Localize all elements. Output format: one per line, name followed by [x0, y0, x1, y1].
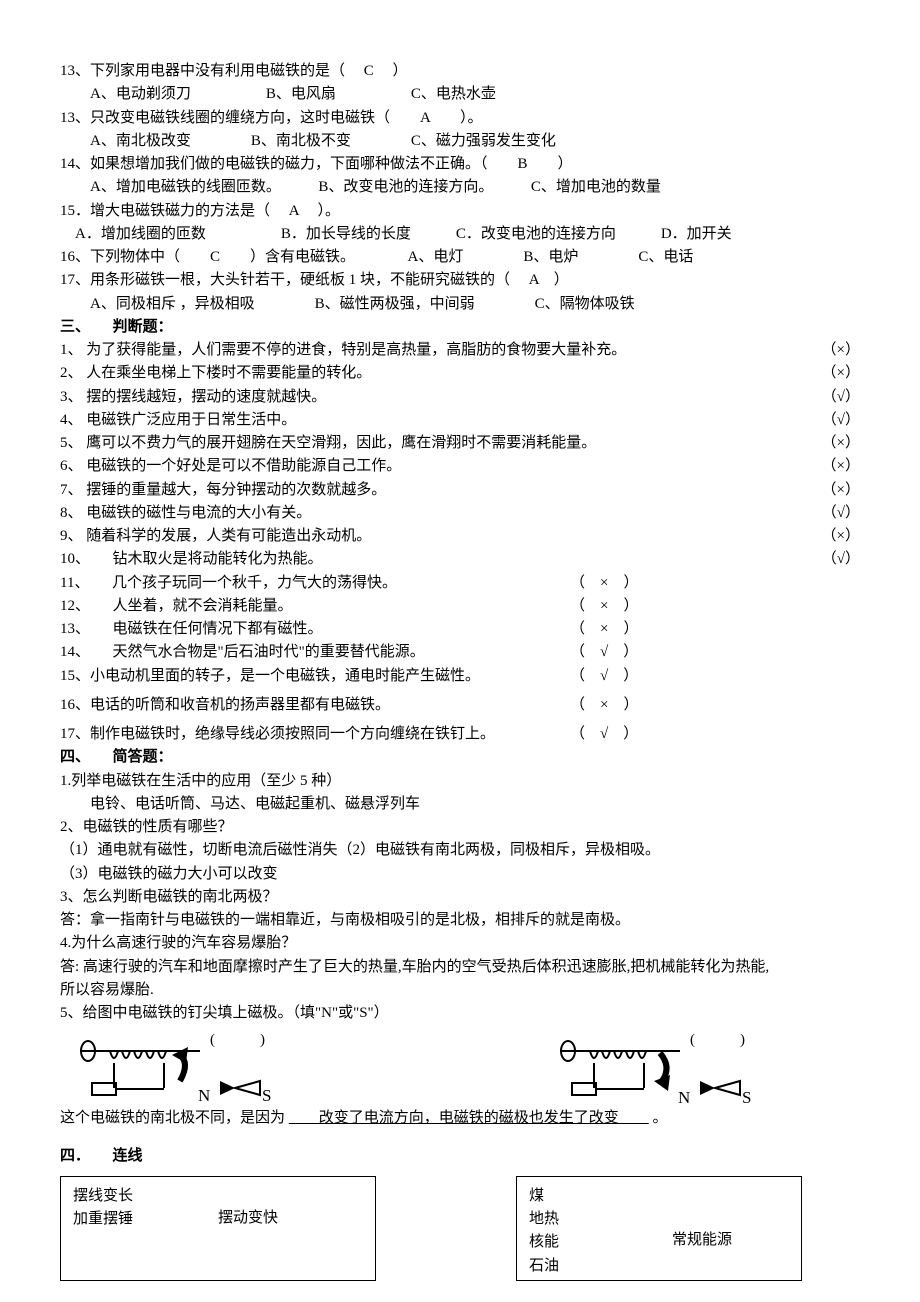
sa5-q: 5、给图中电磁铁的钉尖填上磁极。（填"N"或"S"）: [60, 1002, 860, 1025]
tf-13: 13、 电磁铁在任何情况下都有磁性。: [60, 618, 570, 641]
tf-6-ans: （×）: [822, 455, 860, 478]
box-a-l1: 摆线变长: [73, 1185, 218, 1208]
section-tf-title: 三、 判断题：: [60, 316, 860, 339]
box-b-c2: 常规能源: [672, 1229, 789, 1252]
electromagnet-left: ( ) N S: [80, 1033, 280, 1103]
tf-1: 1、 为了获得能量，人们需要不停的进食，特别是高热量，高脂肪的食物要大量补充。: [60, 339, 822, 362]
sa4-q: 4.为什么高速行驶的汽车容易爆胎？: [60, 932, 860, 955]
mc-q15-opts: A．增加线圈的匝数 B．加长导线的长度 C．改变电池的连接方向 D．加开关: [60, 223, 860, 246]
tf-10-ans: （√）: [822, 548, 860, 571]
box-a-r1: 摆动变快: [218, 1207, 363, 1230]
box-b-col2: 常规能源: [672, 1185, 789, 1278]
mc-q13a-opts: A、电动剃须刀 B、电风扇 C、电热水壶: [60, 83, 860, 106]
section-sa-title: 四、 简答题：: [60, 746, 860, 769]
label-S-left: S: [262, 1083, 271, 1109]
mc-q17-opts: A、同极相斥 ，异极相吸 B、磁性两极强，中间弱 C、隔物体吸铁: [60, 293, 860, 316]
tf-2: 2、 人在乘坐电梯上下楼时不需要能量的转化。: [60, 362, 822, 385]
tf-5-ans: （×）: [822, 432, 860, 455]
mc-q16: 16、下列物体中（ C ）含有电磁铁。 A、电灯 B、电炉 C、电话: [60, 246, 860, 269]
box-b-c1-0: 煤: [529, 1185, 672, 1208]
paren-right: ( ): [690, 1029, 745, 1052]
sa2-q: 2、电磁铁的性质有哪些？: [60, 816, 860, 839]
sa5-concl-b: 。: [649, 1110, 668, 1126]
box-a-right: 摆动变快: [218, 1185, 363, 1278]
sa5-conclusion: 这个电磁铁的南北极不同，是因为 改变了电流方向，电磁铁的磁极也发生了改变 。: [60, 1107, 860, 1130]
sa2-a1: （1）通电就有磁性，切断电流后磁性消失（2）电磁铁有南北两极，同极相斥，异极相吸…: [60, 839, 860, 862]
sa5-concl-a: 这个电磁铁的南北极不同，是因为: [60, 1110, 289, 1126]
tf-16-ans: （ × ）: [570, 694, 638, 717]
mc-q17: 17、用条形磁铁一根，大头针若干，硬纸板 1 块，不能研究磁铁的（ A ）: [60, 269, 860, 292]
tf-4-ans: （√）: [822, 409, 860, 432]
electromagnet-right: ( ) N S: [560, 1033, 760, 1103]
tf-9: 9、 随着科学的发展，人类有可能造出永动机。: [60, 525, 822, 548]
mc-q13b: 13、只改变电磁铁线圈的缠绕方向，这时电磁铁（ A ）。: [60, 107, 860, 130]
tf-8: 8、 电磁铁的磁性与电流的大小有关。: [60, 502, 822, 525]
tf-8-ans: （√）: [822, 502, 860, 525]
sa2-a2: （3）电磁铁的磁力大小可以改变: [60, 863, 860, 886]
tf-7-ans: （×）: [822, 479, 860, 502]
box-pendulum: 摆线变长 加重摆锤 摆动变快: [60, 1176, 376, 1281]
box-a-left: 摆线变长 加重摆锤: [73, 1185, 218, 1278]
section-link-title: 四． 连线: [60, 1145, 860, 1168]
link-boxes: 摆线变长 加重摆锤 摆动变快 煤 地热 核能 石油 常规能源: [60, 1176, 860, 1281]
tf-6: 6、 电磁铁的一个好处是可以不借助能源自己工作。: [60, 455, 822, 478]
sa1-a: 电铃、电话听筒、马达、电磁起重机、磁悬浮列车: [60, 793, 860, 816]
label-N-right: N: [678, 1085, 690, 1111]
tf-14-ans: （ √ ）: [570, 641, 638, 664]
tf-12: 12、 人坐着，就不会消耗能量。: [60, 595, 570, 618]
tf-14: 14、 天然气水合物是"后石油时代"的重要替代能源。: [60, 641, 570, 664]
tf-17: 17、制作电磁铁时，绝缘导线必须按照同一个方向缠绕在铁钉上。: [60, 723, 570, 746]
electromagnet-diagrams: ( ) N S ( ) N S: [80, 1033, 860, 1103]
tf-10: 10、 钻木取火是将动能转化为热能。: [60, 548, 822, 571]
box-b-c1-1: 地热: [529, 1208, 672, 1231]
sa1-q: 1.列举电磁铁在生活中的应用（至少 5 种）: [60, 770, 860, 793]
mc-q13b-opts: A、南北极改变 B、南北极不变 C、磁力强弱发生变化: [60, 130, 860, 153]
tf-17-ans: （ √ ）: [570, 723, 638, 746]
box-energy: 煤 地热 核能 石油 常规能源: [516, 1176, 802, 1281]
tf-11: 11、 几个孩子玩同一个秋千，力气大的荡得快。: [60, 572, 570, 595]
sa4-a1: 答: 高速行驶的汽车和地面摩擦时产生了巨大的热量,车胎内的空气受热后体积迅速膨胀…: [60, 956, 860, 979]
tf-15: 15、小电动机里面的转子，是一个电磁铁，通电时能产生磁性。: [60, 665, 570, 688]
mc-q14: 14、如果想增加我们做的电磁铁的磁力，下面哪种做法不正确。（ B ）: [60, 153, 860, 176]
tf-9-ans: （×）: [822, 525, 860, 548]
sa3-q: 3、怎么判断电磁铁的南北两极？: [60, 886, 860, 909]
tf-3-ans: （√）: [822, 386, 860, 409]
tf-3: 3、 摆的摆线越短，摆动的速度就越快。: [60, 386, 822, 409]
tf-13-ans: （ × ）: [570, 618, 638, 641]
label-N-left: N: [198, 1083, 210, 1109]
tf-12-ans: （ × ）: [570, 595, 638, 618]
tf-16: 16、电话的听筒和收音机的扬声器里都有电磁铁。: [60, 694, 570, 717]
sa3-a: 答：拿一指南针与电磁铁的一端相靠近，与南极相吸引的是北极，相排斥的就是南极。: [60, 909, 860, 932]
box-b-c1-3: 石油: [529, 1255, 672, 1278]
tf-11-ans: （ × ）: [570, 572, 638, 595]
tf-5: 5、 鹰可以不费力气的展开翅膀在天空滑翔，因此，鹰在滑翔时不需要消耗能量。: [60, 432, 822, 455]
box-b-col1: 煤 地热 核能 石油: [529, 1185, 672, 1278]
box-b-c1-2: 核能: [529, 1231, 672, 1254]
mc-q15: 15．增大电磁铁磁力的方法是（ A ）。: [60, 200, 860, 223]
tf-15-ans: （ √ ）: [570, 665, 638, 688]
paren-left: ( ): [210, 1029, 265, 1052]
tf-7: 7、 摆锤的重量越大，每分钟摆动的次数就越多。: [60, 479, 822, 502]
tf-4: 4、 电磁铁广泛应用于日常生活中。: [60, 409, 822, 432]
label-S-right: S: [742, 1085, 751, 1111]
mc-q14-opts: A、增加电磁铁的线圈匝数。 B、改变电池的连接方向。 C、增加电池的数量: [60, 176, 860, 199]
tf-1-ans: （×）: [822, 339, 860, 362]
sa4-a2: 所以容易爆胎.: [60, 979, 860, 1002]
mc-q13a: 13、下列家用电器中没有利用电磁铁的是（ C ）: [60, 60, 860, 83]
box-a-l2: 加重摆锤: [73, 1208, 218, 1231]
sa5-concl-u: 改变了电流方向，电磁铁的磁极也发生了改变: [289, 1110, 649, 1126]
tf-2-ans: （×）: [822, 362, 860, 385]
